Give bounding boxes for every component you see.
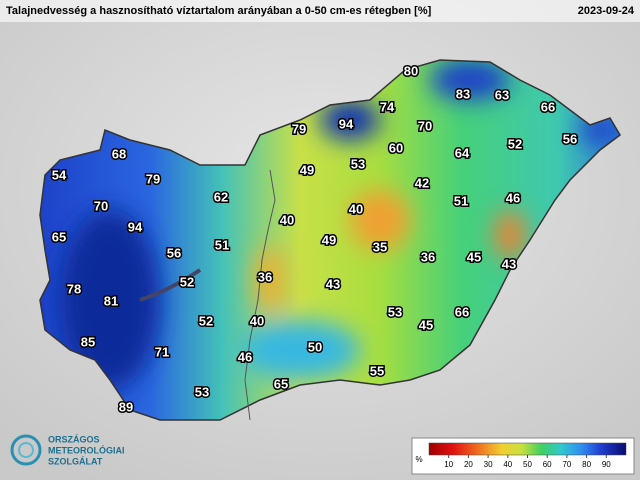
station-value: 81	[104, 293, 118, 308]
legend-tick-label: 50	[523, 460, 532, 469]
legend-tick-label: 80	[582, 460, 591, 469]
station-value: 85	[81, 334, 95, 349]
station-value: 40	[280, 212, 294, 227]
station-value: 79	[146, 171, 160, 186]
river	[244, 169, 276, 421]
station-value: 52	[199, 313, 213, 328]
legend-tick-label: 70	[562, 460, 571, 469]
station-value: 55	[370, 363, 384, 378]
color-bar	[428, 442, 627, 456]
station-value: 40	[250, 313, 264, 328]
legend-tick-label: 40	[503, 460, 512, 469]
station-value: 62	[214, 189, 228, 204]
station-value: 52	[180, 274, 194, 289]
stations: 80 83 63 66 74 94 79 70 52 56 53 60 64 49 68 54 79 62 42 51…	[50, 62, 578, 416]
station-value: 43	[502, 256, 516, 271]
legend-tick-label: 20	[464, 460, 473, 469]
station-value: 74	[380, 99, 395, 114]
station-value: 80	[404, 63, 418, 78]
station-value: 53	[351, 156, 365, 171]
station-value: 50	[308, 339, 322, 354]
station-value: 52	[508, 136, 522, 151]
legend: % 10 20 30 40 50 60 70 80 90	[411, 437, 635, 475]
title: Talajnedvesség a hasznosítható víztartal…	[6, 5, 432, 17]
legend-tick-label: 60	[543, 460, 552, 469]
legend-tick-label: 90	[602, 460, 611, 469]
station-value: 89	[119, 399, 133, 414]
station-value: 56	[563, 131, 577, 146]
station-value: 68	[112, 146, 126, 161]
station-value: 83	[456, 86, 470, 101]
station-value: 71	[155, 344, 169, 359]
legend-tick-label: 30	[484, 460, 493, 469]
station-value: 35	[373, 239, 387, 254]
station-value: 66	[541, 99, 555, 114]
station-value: 43	[326, 276, 340, 291]
station-value: 70	[418, 118, 432, 133]
station-value: 66	[455, 304, 469, 319]
station-value: 94	[128, 219, 143, 234]
station-value: 40	[349, 201, 363, 216]
legend-tick-label: 10	[444, 460, 453, 469]
lake	[139, 268, 202, 302]
station-value: 64	[455, 145, 470, 160]
station-value: 51	[454, 193, 468, 208]
station-value: 53	[195, 384, 209, 399]
station-value: 49	[322, 232, 336, 247]
station-value: 78	[67, 281, 81, 296]
header-bar	[0, 0, 640, 22]
station-value: 70	[94, 198, 108, 213]
station-value: 65	[274, 376, 288, 391]
station-value: 54	[52, 167, 67, 182]
station-value: 46	[506, 190, 520, 205]
station-value: 65	[52, 229, 66, 244]
station-value: 49	[300, 162, 314, 177]
station-value: 51	[215, 237, 229, 252]
station-value: 56	[167, 245, 181, 260]
station-value: 46	[238, 349, 252, 364]
station-value: 94	[339, 116, 354, 131]
logo-line: ORSZÁGOS	[48, 434, 100, 444]
station-value: 45	[419, 317, 433, 332]
logo: ORSZÁGOS METEOROLÓGIAI SZOLGÁLAT	[10, 434, 125, 466]
legend-unit: %	[415, 455, 422, 464]
station-value: 36	[258, 269, 272, 284]
date: 2023-09-24	[578, 5, 635, 17]
station-value: 79	[292, 121, 306, 136]
station-value: 45	[467, 249, 481, 264]
station-value: 53	[388, 304, 402, 319]
station-value: 36	[421, 249, 435, 264]
station-value: 60	[389, 140, 403, 155]
logo-line: SZOLGÁLAT	[48, 456, 103, 466]
station-value: 42	[415, 175, 429, 190]
station-value: 63	[495, 87, 509, 102]
logo-line: METEOROLÓGIAI	[48, 444, 125, 455]
